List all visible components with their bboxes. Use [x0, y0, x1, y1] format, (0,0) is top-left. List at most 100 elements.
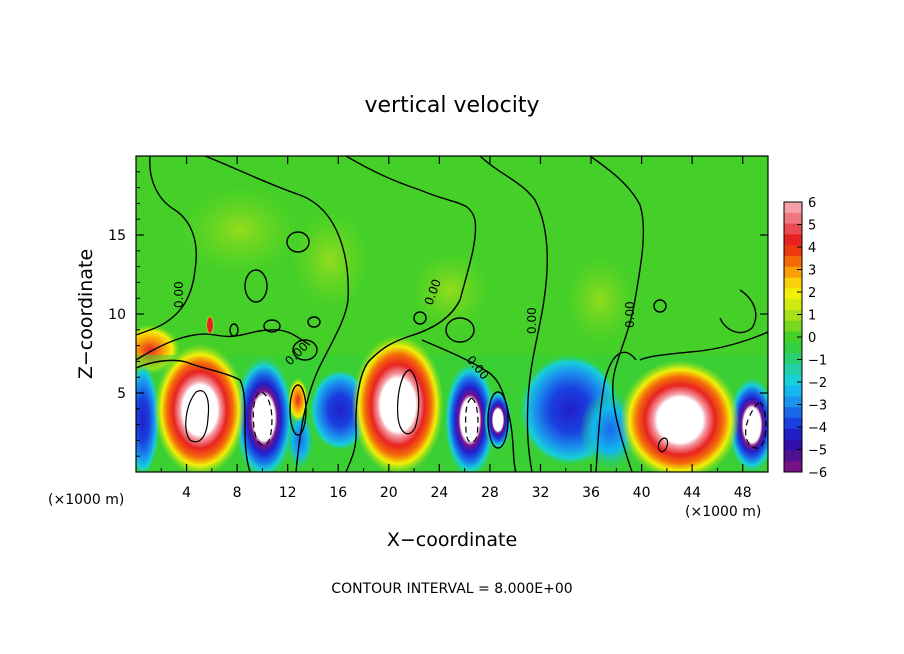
colorbar-swatch [784, 212, 802, 225]
strong-contours [185, 369, 767, 453]
colorbar-swatch [784, 245, 802, 257]
colorbar-swatch [784, 320, 802, 333]
x-tick-label: 24 [430, 485, 448, 501]
downdraft-contour [745, 401, 767, 449]
colorbar-swatch [784, 450, 802, 462]
colorbar-tick-label: −1 [808, 354, 827, 369]
contour-label: 0.00 [172, 281, 186, 308]
contour-interval-note: CONTOUR INTERVAL = 8.000E+00 [331, 581, 572, 597]
downdraft-cell [444, 362, 496, 472]
colorbar-tick-label: 0 [808, 331, 816, 346]
colorbar-swatch [784, 396, 802, 408]
x-tick-label: 8 [233, 485, 242, 501]
contour-closed [289, 384, 307, 436]
colorbar-tick-label: −3 [808, 399, 827, 414]
updraft-contour [185, 390, 210, 443]
colorbar-tick-label: −2 [808, 376, 827, 391]
contour-closed [244, 269, 268, 303]
contour-line [204, 156, 349, 472]
colorbar-swatch [784, 374, 802, 387]
contour-closed [292, 339, 318, 361]
contour-label: 0.00 [525, 307, 539, 334]
downdraft-cell [484, 390, 512, 450]
colorbar-swatch [784, 385, 802, 397]
colorbar-tick-label: 2 [808, 286, 816, 301]
contour-line [345, 156, 477, 472]
y-tick-label: 10 [108, 307, 126, 323]
colorbar: 6 5 4 3 2 1 0 −1 −2 −3 −4 −5 −6 [783, 196, 827, 481]
updraft-cell [154, 344, 246, 472]
colorbar-swatch [784, 202, 802, 214]
contour-line [589, 156, 645, 472]
y-axis-label: Z−coordinate [75, 249, 97, 379]
x-tick-label: 4 [182, 485, 191, 501]
contour-line [136, 156, 197, 336]
y-tick-label: 5 [117, 386, 126, 402]
contour-line [136, 359, 251, 472]
colorbar-swatch [784, 342, 802, 354]
colorbar-tick-label: −4 [808, 421, 827, 436]
contour-closed [263, 319, 281, 333]
weak-updraft-region [565, 255, 635, 345]
x-tick-label: 36 [582, 485, 600, 501]
contour-closed [413, 311, 427, 325]
downdraft-cell [136, 365, 159, 472]
x-tick-label: 40 [633, 485, 651, 501]
downdraft-cell [234, 356, 294, 472]
contour-closed [229, 323, 239, 337]
updraft-contour [657, 437, 669, 453]
x-axis-label: X−coordinate [387, 529, 517, 551]
contour-closed [445, 317, 475, 343]
downdraft-contour [252, 391, 273, 446]
zero-contours [136, 156, 768, 472]
x-tick-label: 16 [329, 485, 347, 501]
colorbar-swatch [784, 234, 802, 246]
colorbar-tick-label: 3 [808, 264, 816, 279]
weak-updraft-region [290, 210, 370, 310]
colorbar-swatch [784, 353, 802, 365]
colorbar-swatch [784, 364, 802, 376]
updraft-nose [207, 317, 213, 333]
colorbar-swatch [784, 310, 802, 322]
colorbar-tick-label: 6 [808, 196, 816, 211]
colorbar-swatch [784, 288, 802, 300]
colorbar-tick-label: −5 [808, 444, 827, 459]
colorbar-swatch [784, 256, 802, 268]
x-tick-label: 12 [279, 485, 297, 501]
chart-title: vertical velocity [364, 93, 539, 118]
colorbar-tick-label: −6 [808, 466, 827, 481]
contour-line [719, 289, 757, 334]
downdraft-contour [465, 397, 479, 443]
colorbar-tick-label: 1 [808, 309, 816, 324]
contour-closed [307, 316, 321, 328]
contour-line [479, 156, 548, 472]
x-unit-right: (×1000 m) [685, 504, 761, 520]
contour-closed [653, 299, 667, 313]
x-unit-left: (×1000 m) [48, 492, 124, 508]
contour-line [421, 339, 517, 472]
updraft-contour [397, 369, 420, 435]
colorbar-tick-label: 5 [808, 219, 816, 234]
weak-updraft-region [180, 185, 300, 275]
weak-updraft-region [410, 250, 490, 330]
colorbar-swatch [784, 428, 802, 441]
colorbar-tick-label: 4 [808, 241, 816, 256]
contour-closed [487, 391, 509, 449]
updraft-cell [620, 360, 740, 472]
x-tick-label: 44 [683, 485, 701, 501]
contour-line [595, 351, 637, 472]
colorbar-swatch [784, 418, 802, 430]
y-tick-label: 15 [108, 228, 126, 244]
x-tick-label: 32 [532, 485, 550, 501]
x-tick-label: 48 [734, 485, 752, 501]
velocity-field [136, 185, 768, 472]
contour-line [639, 331, 768, 361]
colorbar-swatch [784, 277, 802, 289]
x-tick-label: 20 [380, 485, 398, 501]
contour-label: 0.00 [623, 301, 637, 328]
plot-area: 0.00 0.00 0.00 0.00 0.00 0.00 [135, 155, 769, 473]
colorbar-swatch [784, 299, 802, 311]
colorbar-swatch [784, 461, 802, 473]
contour-closed [286, 231, 310, 253]
colorbar-swatch [784, 331, 802, 343]
